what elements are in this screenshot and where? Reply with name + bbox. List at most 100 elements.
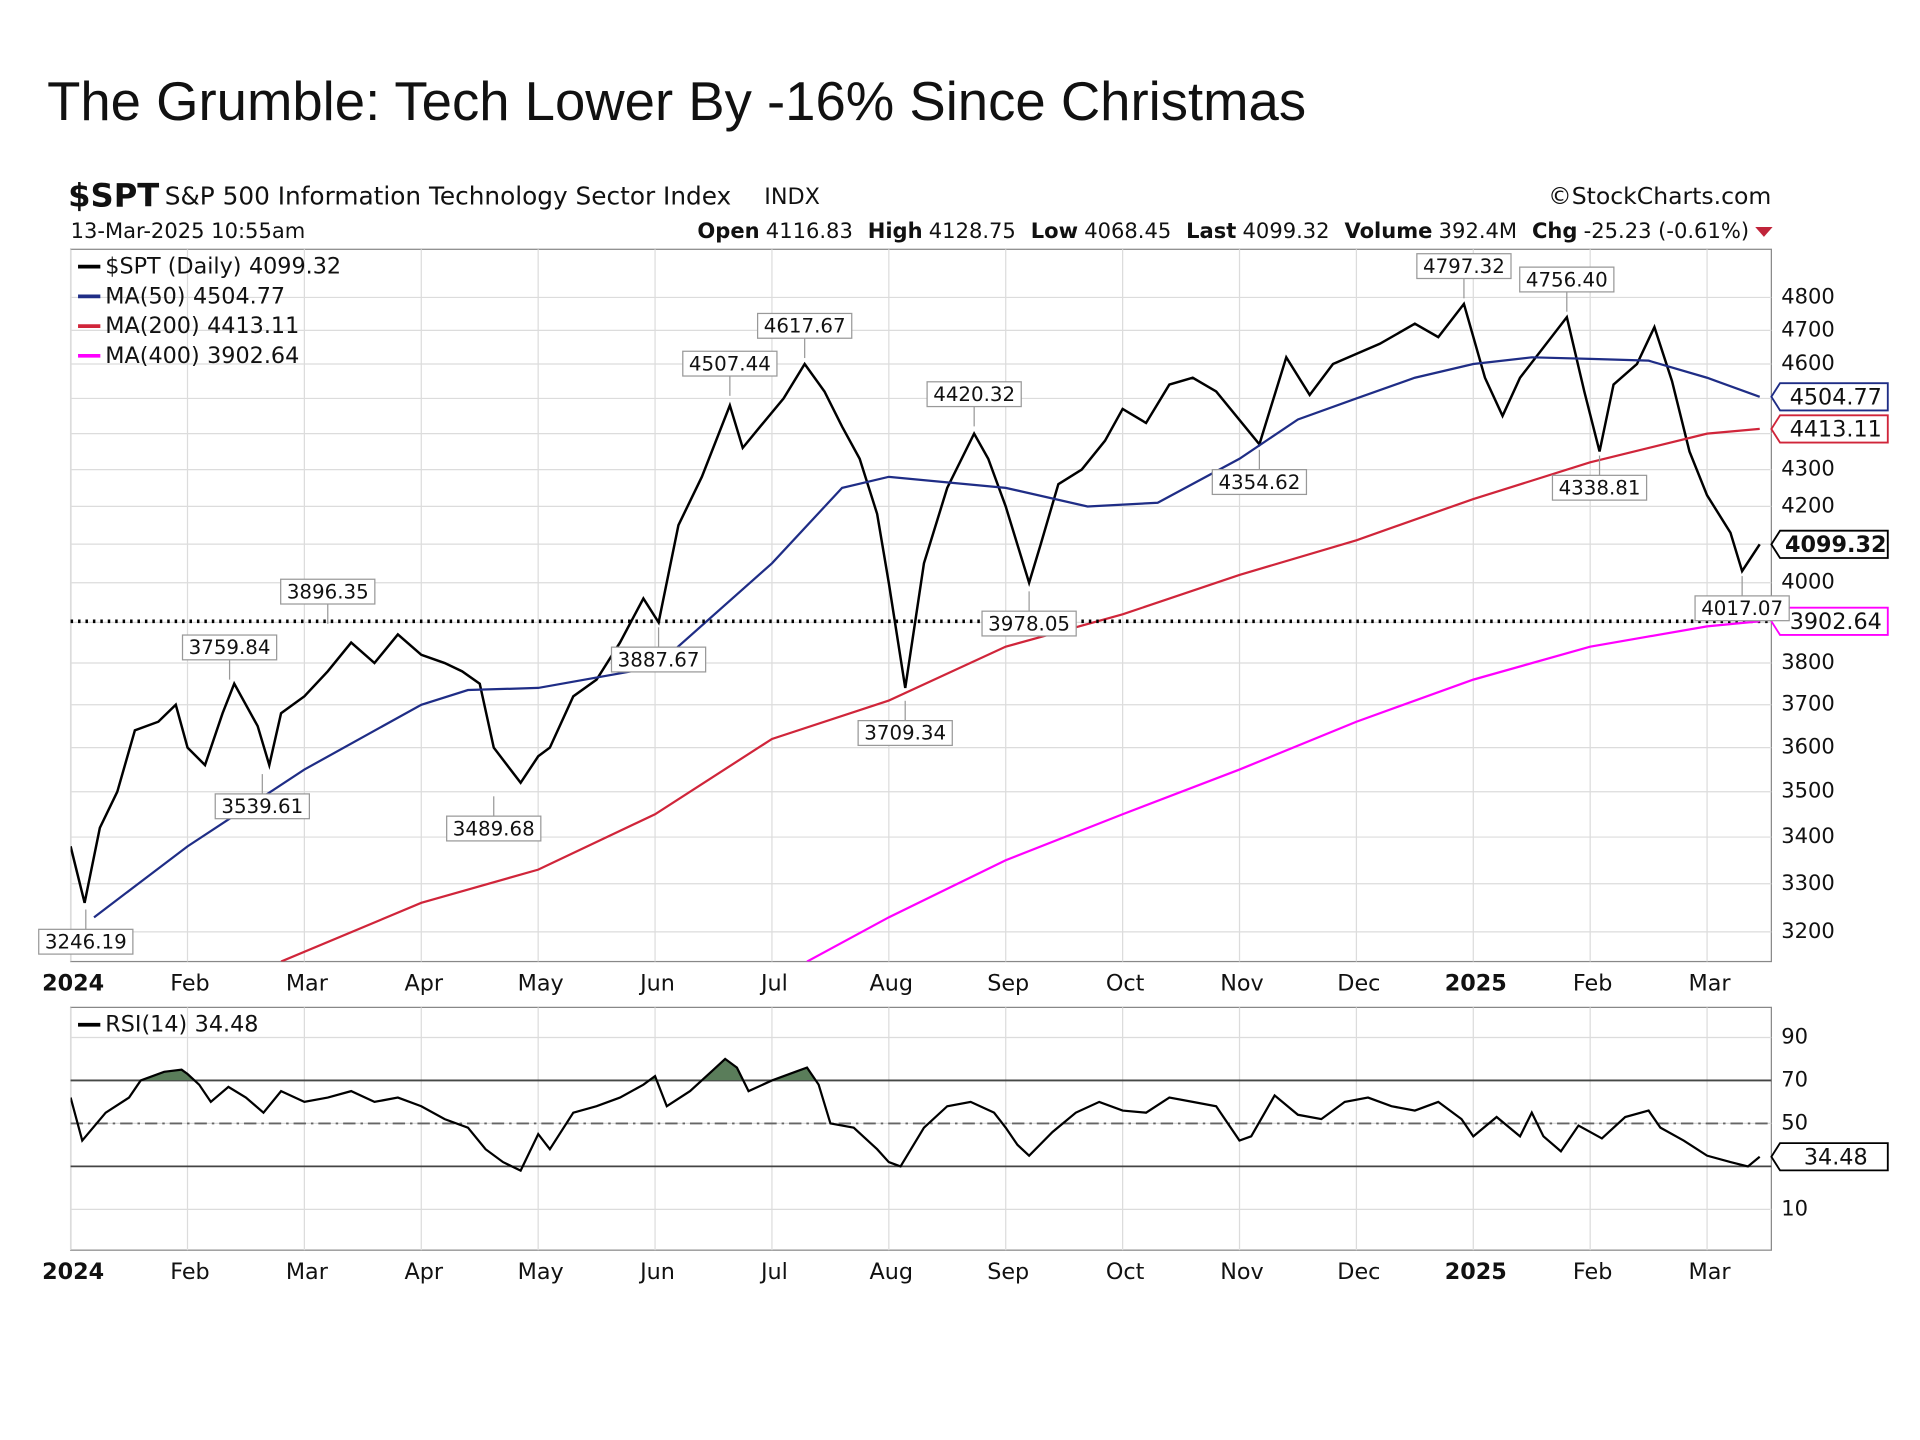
x-tick-label: Jun	[638, 1259, 675, 1285]
series-line	[70, 1057, 1761, 1173]
series-line	[806, 620, 1760, 962]
legend-name: $SPT (Daily)	[105, 253, 241, 279]
x-tick-label: Aug	[870, 970, 914, 996]
quote-value: 4116.83	[766, 218, 853, 243]
x-tick-label: 2025	[1445, 1259, 1507, 1285]
x-tick-label: Mar	[1689, 970, 1732, 996]
value-tag-label: 4413.11	[1790, 417, 1882, 443]
value-tag	[1770, 414, 1889, 444]
x-tick-label: 2024	[42, 1259, 104, 1285]
y-tick-label: 3800	[1781, 649, 1835, 674]
annotation-box	[1551, 474, 1648, 501]
annotation-box	[682, 350, 778, 377]
annotation-label: 3709.34	[864, 722, 946, 745]
exchange: INDX	[764, 184, 820, 210]
annotation-box	[1211, 469, 1308, 496]
x-tick-label: Feb	[1573, 970, 1612, 996]
value-tag	[1770, 529, 1889, 559]
legend-value: 4413.11	[207, 313, 299, 339]
value-tag-label: 3902.64	[1790, 609, 1882, 635]
quote-label: Last	[1186, 218, 1236, 243]
legend-value: 4504.77	[193, 283, 285, 309]
annotation-box	[610, 646, 707, 673]
legend-name: RSI(14)	[105, 1011, 187, 1037]
quote-label: Open	[697, 218, 759, 243]
legend-name: MA(400)	[105, 342, 199, 368]
x-tick-label: Mar	[286, 970, 329, 996]
annotation-box	[446, 815, 542, 842]
source: ©StockCharts.com	[1548, 182, 1771, 210]
annotation-box	[38, 928, 134, 955]
annotation-box	[981, 610, 1077, 637]
x-tick-label: Jul	[759, 970, 788, 996]
y-tick-label: 4800	[1781, 283, 1835, 308]
x-tick-label: Sep	[987, 1259, 1029, 1285]
annotation-label: 4338.81	[1559, 476, 1641, 499]
series-line	[93, 356, 1761, 919]
down-arrow	[1755, 226, 1773, 237]
quote-label: Volume	[1344, 218, 1432, 243]
annotation-label: 3896.35	[287, 580, 369, 603]
y-tick-label: 10	[1781, 1195, 1808, 1220]
quote-label: High	[868, 218, 923, 243]
legend-value: 4099.32	[249, 253, 341, 279]
quote-line: Open 4116.83 High 4128.75 Low 4068.45 Last 4099…	[697, 218, 1749, 243]
timestamp: 13-Mar-2025 10:55am	[71, 218, 306, 243]
panel-frame	[69, 1006, 1772, 1251]
annotation-box	[181, 634, 278, 661]
quote-value: 4128.75	[929, 218, 1016, 243]
y-tick-label: 3300	[1781, 870, 1835, 895]
annotation-box	[1694, 595, 1790, 622]
annotation-label: 4507.44	[689, 352, 771, 375]
x-tick-label: Jul	[759, 1259, 788, 1285]
legend-name: MA(200)	[105, 313, 199, 339]
x-tick-label: Aug	[870, 1259, 914, 1285]
x-tick-label: Mar	[286, 1259, 329, 1285]
annotation-label: 4354.62	[1218, 471, 1300, 494]
annotation-label: 3489.68	[453, 817, 535, 840]
x-tick-label: Mar	[1689, 1259, 1732, 1285]
x-tick-label: Dec	[1337, 970, 1380, 996]
legend-value: 34.48	[195, 1011, 259, 1037]
quote-value: -25.23 (-0.61%)	[1584, 218, 1749, 243]
x-tick-label: Oct	[1106, 1259, 1145, 1285]
x-tick-label: Jun	[638, 970, 675, 996]
x-tick-label: Apr	[404, 970, 443, 996]
panel-frame	[69, 248, 1772, 963]
legend-entry: RSI(14) 34.48	[105, 1011, 258, 1037]
y-tick-label: 90	[1781, 1023, 1808, 1048]
annotation-label: 4420.32	[933, 383, 1015, 406]
quote-value: 4099.32	[1243, 218, 1330, 243]
annotation-label: 3978.05	[988, 612, 1070, 635]
y-tick-label: 4700	[1781, 316, 1835, 341]
y-tick-label: 4300	[1781, 456, 1835, 481]
x-tick-label: 2024	[42, 970, 104, 996]
y-tick-label: 4000	[1781, 569, 1835, 594]
annotation-box	[756, 312, 853, 339]
quote-label: Low	[1031, 218, 1078, 243]
quote-value: 392.4M	[1439, 218, 1517, 243]
x-tick-label: Nov	[1220, 1259, 1264, 1285]
index-name: S&P 500 Information Technology Sector In…	[165, 181, 731, 210]
y-tick-label: 4200	[1781, 492, 1835, 517]
annotation-label: 3246.19	[45, 930, 127, 953]
annotation-box	[280, 578, 376, 605]
page-title: The Grumble: Tech Lower By -16% Since Ch…	[47, 71, 1306, 132]
annotation-box	[926, 381, 1022, 408]
x-tick-label: Feb	[170, 970, 209, 996]
x-tick-label: Feb	[1573, 1259, 1612, 1285]
symbol: $SPT	[68, 176, 159, 214]
value-tag	[1770, 1142, 1889, 1172]
x-tick-label: Nov	[1220, 970, 1264, 996]
quote-value: 4068.45	[1084, 218, 1171, 243]
y-tick-label: 3600	[1781, 734, 1835, 759]
x-tick-label: Dec	[1337, 1259, 1380, 1285]
annotation-label: 3759.84	[189, 636, 271, 659]
y-tick-label: 70	[1781, 1066, 1808, 1091]
value-tag	[1770, 382, 1889, 412]
x-tick-label: Apr	[404, 1259, 443, 1285]
value-tag-label: 4504.77	[1790, 385, 1882, 411]
y-tick-label: 50	[1781, 1109, 1808, 1134]
y-tick-label: 3500	[1781, 778, 1835, 803]
